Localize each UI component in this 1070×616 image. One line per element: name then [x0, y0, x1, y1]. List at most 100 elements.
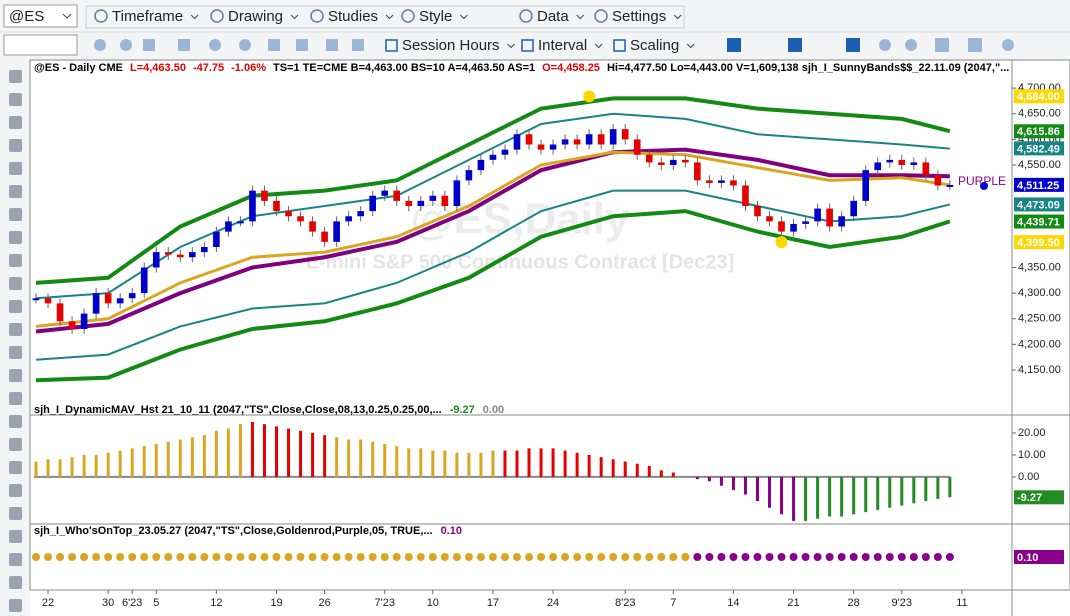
icon[interactable] — [326, 39, 338, 51]
icon[interactable] — [727, 38, 741, 52]
tool-icon[interactable] — [9, 231, 22, 244]
icon[interactable] — [94, 39, 106, 51]
icon[interactable] — [788, 38, 802, 52]
dot — [296, 553, 305, 561]
menu-item[interactable]: Style — [419, 8, 452, 25]
x-tick-label: 10 — [427, 597, 439, 609]
hist-bar — [731, 476, 735, 491]
dot — [32, 553, 41, 561]
candle — [128, 293, 136, 299]
menu-item[interactable]: Interval — [538, 37, 587, 54]
icon[interactable] — [968, 38, 982, 52]
menu-group — [85, 5, 685, 29]
hist-bar — [407, 448, 411, 477]
symbol[interactable]: @ES — [9, 8, 44, 25]
menu-item[interactable]: Settings — [612, 8, 666, 25]
symbol-box[interactable] — [3, 4, 78, 28]
tool-icon[interactable] — [9, 484, 22, 497]
tool-icon[interactable] — [9, 438, 22, 451]
menu-item[interactable]: Scaling — [630, 37, 679, 54]
candle — [489, 154, 497, 160]
icon[interactable] — [268, 39, 280, 51]
tool-icon[interactable] — [9, 93, 22, 106]
toolbar-icons — [94, 38, 1014, 52]
tool-icon[interactable] — [9, 530, 22, 543]
dot — [320, 553, 329, 561]
icon[interactable] — [352, 39, 364, 51]
hist-bar — [623, 461, 627, 477]
dot — [561, 553, 570, 561]
tool-icon[interactable] — [9, 369, 22, 382]
menu-item[interactable]: Session Hours — [402, 37, 500, 54]
dot — [897, 553, 906, 561]
candle — [718, 180, 725, 183]
tool-icon[interactable] — [9, 346, 22, 359]
dot — [260, 553, 269, 561]
icon[interactable] — [935, 38, 949, 52]
dot — [128, 553, 137, 561]
marker — [583, 90, 596, 103]
icon[interactable] — [879, 39, 891, 51]
icon[interactable] — [178, 39, 190, 51]
tool-icon[interactable] — [9, 323, 22, 336]
tool-icon[interactable] — [9, 254, 22, 267]
candle — [790, 223, 797, 232]
hist-bar — [719, 476, 723, 486]
dot — [765, 553, 774, 561]
tool-icon[interactable] — [9, 553, 22, 566]
menu-item[interactable]: Data — [537, 8, 569, 25]
hist-bar — [587, 454, 591, 477]
menu-item[interactable]: Timeframe — [112, 8, 183, 25]
x-tick-label: 9'23 — [892, 597, 912, 609]
tool-icon[interactable] — [9, 599, 22, 612]
candle — [814, 208, 821, 222]
tool-icon[interactable] — [9, 300, 22, 313]
hist-bar — [888, 476, 892, 508]
tool-icon[interactable] — [9, 208, 22, 221]
menu-row: Timeframe Drawing Studies Style Data Settings — [94, 8, 682, 25]
tool-icon[interactable] — [9, 576, 22, 589]
tool-icon[interactable] — [9, 70, 22, 83]
dot — [537, 553, 546, 561]
icon[interactable] — [239, 39, 251, 51]
icon[interactable] — [296, 39, 308, 51]
dot — [488, 553, 497, 561]
candle — [381, 190, 389, 196]
price-label-bg — [1014, 89, 1064, 104]
candle — [297, 216, 304, 222]
icon[interactable] — [120, 39, 132, 51]
dot — [104, 553, 113, 561]
icon[interactable] — [143, 39, 155, 51]
tool-icon[interactable] — [9, 277, 22, 290]
candle — [597, 134, 605, 145]
side-text: PURPLE — [958, 174, 1006, 188]
tool-icon[interactable] — [9, 185, 22, 198]
dot — [428, 553, 437, 561]
candle — [946, 184, 954, 187]
tool-icon[interactable] — [9, 116, 22, 129]
menu-item[interactable]: Studies — [328, 8, 378, 25]
icon[interactable] — [846, 38, 860, 52]
dot — [945, 553, 954, 561]
dot — [56, 553, 65, 561]
hist-bar — [912, 476, 916, 504]
tool-icon[interactable] — [9, 139, 22, 152]
hist-bar — [299, 430, 303, 477]
tool-icon[interactable] — [9, 461, 22, 474]
menu-icon — [385, 39, 398, 52]
dot — [741, 553, 750, 561]
candle — [333, 221, 340, 242]
price-label-bg — [1014, 235, 1064, 250]
tool-icon[interactable] — [9, 162, 22, 175]
dot — [597, 553, 606, 561]
tool-icon[interactable] — [9, 507, 22, 520]
dot — [440, 553, 449, 561]
price-label: 4,473.09 — [1017, 199, 1060, 211]
tool-icon[interactable] — [9, 392, 22, 405]
icon[interactable] — [905, 39, 917, 51]
combo-box[interactable] — [3, 34, 78, 56]
icon[interactable] — [209, 39, 221, 51]
icon[interactable] — [1002, 39, 1014, 51]
menu-item[interactable]: Drawing — [228, 8, 283, 25]
tool-icon[interactable] — [9, 415, 22, 428]
